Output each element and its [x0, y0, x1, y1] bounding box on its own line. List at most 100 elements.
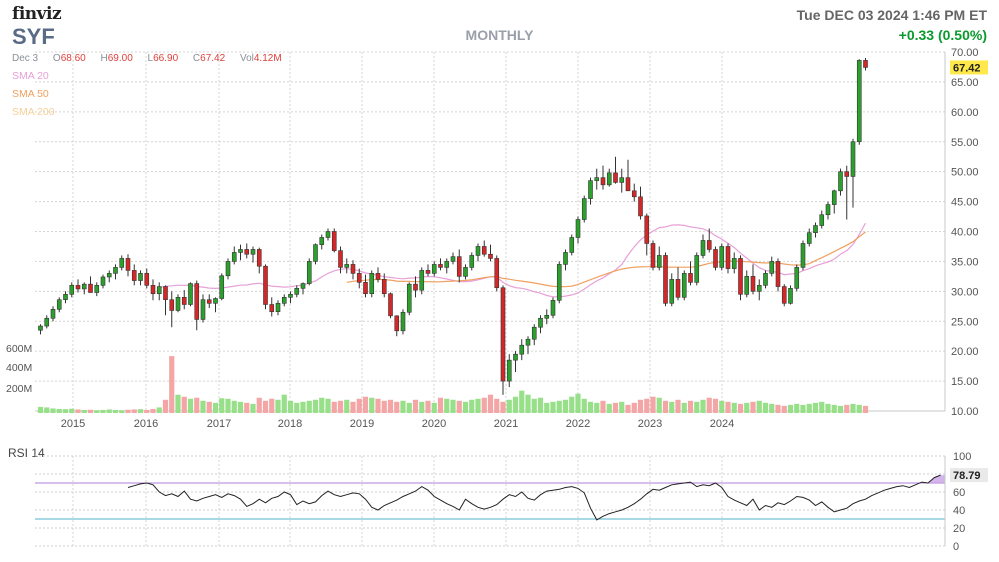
price-tick-label: 40.00: [951, 227, 979, 239]
rsi-line: [127, 474, 941, 521]
candle-body: [469, 255, 475, 268]
candle-body: [269, 304, 275, 312]
candle-body: [669, 279, 675, 304]
year-tick-label: 2021: [494, 418, 518, 430]
rsi-tick-label: 100: [953, 451, 971, 463]
rsi-tick-label: 20: [953, 523, 965, 535]
volume-bar: [837, 405, 844, 413]
price-tick-label: 20.00: [951, 346, 979, 358]
volume-bar: [812, 402, 819, 413]
candle-body: [688, 273, 693, 283]
volume-bar: [494, 398, 500, 413]
volume-bar: [862, 405, 869, 413]
volume-bar: [112, 409, 119, 413]
candle-body: [256, 249, 262, 267]
volume-bar: [544, 402, 550, 413]
candle-body: [131, 270, 137, 281]
candle-body: [763, 273, 768, 286]
candle-body: [150, 285, 156, 295]
candle-body: [756, 285, 762, 292]
volume-bar: [294, 402, 300, 413]
volume-bar: [850, 403, 856, 413]
finviz-logo[interactable]: finviz: [12, 4, 62, 24]
volume-bar: [512, 396, 519, 413]
volume-bar: [581, 398, 587, 413]
volume-bar: [81, 409, 87, 413]
volume-bar: [119, 410, 125, 413]
volume-bar: [744, 402, 750, 413]
year-tick-label: 2022: [566, 418, 590, 430]
candle-body: [631, 190, 637, 198]
volume-bar: [369, 397, 375, 413]
volume-bar: [706, 397, 712, 413]
volume-bar: [212, 402, 219, 413]
volume-bar: [200, 400, 206, 413]
volume-bar: [62, 409, 69, 413]
candle-body: [513, 353, 518, 361]
volume-bar: [150, 408, 156, 413]
candle-body: [250, 249, 256, 255]
candle-body: [444, 261, 450, 268]
candle-body: [175, 297, 181, 311]
ticker-symbol: SYF: [12, 24, 55, 49]
volume-bar: [419, 401, 425, 413]
volume-bar: [475, 398, 481, 413]
rsi-overbought-fill: [928, 475, 945, 483]
candle-body: [481, 246, 487, 255]
volume-bar: [612, 402, 619, 413]
candle-body: [331, 231, 337, 251]
candle-body: [750, 276, 756, 292]
low-label: L: [147, 53, 154, 64]
candle-body: [263, 265, 268, 305]
open-label: O: [52, 53, 61, 64]
candles: [38, 57, 868, 395]
volume-bar: [519, 390, 525, 413]
price-tick-label: 45.00: [951, 197, 979, 209]
volume-bar: [656, 397, 662, 413]
volume-bar: [219, 398, 225, 413]
candle-body: [231, 252, 237, 262]
candle-body: [113, 267, 118, 274]
candle-body: [344, 264, 350, 268]
candle-body: [594, 177, 600, 181]
close-value: 67.42: [200, 53, 226, 64]
candle-body: [650, 243, 656, 268]
rsi-tick-label: 0: [953, 541, 959, 553]
volume-bar: [456, 400, 462, 413]
volume-bar: [750, 401, 756, 413]
candle-body: [325, 231, 331, 238]
volume-bar: [375, 398, 381, 413]
candle-body: [275, 302, 281, 312]
candle-body: [425, 270, 431, 274]
volume-bar: [337, 400, 344, 413]
candle-body: [838, 171, 843, 192]
volume-bar: [650, 396, 656, 413]
volume-bar: [719, 400, 725, 413]
volume-bar: [737, 403, 744, 413]
volume-bar: [237, 401, 244, 413]
candle-body: [194, 283, 200, 320]
volume-bar: [644, 398, 650, 413]
volume-bar: [356, 398, 362, 413]
volume-bar: [819, 401, 825, 413]
candle-body: [281, 297, 287, 304]
rsi-value-label: 78.79: [953, 470, 981, 482]
volume-bar: [437, 397, 444, 413]
candle-body: [725, 246, 731, 269]
candle-body: [525, 338, 531, 346]
candle-body: [406, 283, 412, 313]
candle-body: [413, 283, 418, 291]
candle-body: [550, 300, 556, 316]
volume-bar: [831, 404, 837, 413]
sma20-line: [159, 222, 867, 298]
candle-body: [313, 244, 318, 262]
volume-bar: [181, 396, 187, 413]
candle-body: [781, 286, 787, 304]
candle-body: [738, 258, 743, 295]
candle-body: [200, 299, 206, 320]
volume-bar: [37, 406, 44, 413]
volume-bar: [244, 402, 250, 413]
candle-body: [706, 240, 712, 250]
price-tick-label: 50.00: [951, 167, 979, 179]
